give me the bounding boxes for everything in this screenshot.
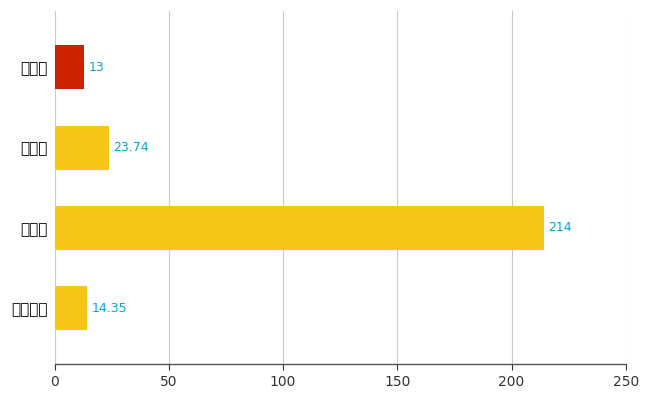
Bar (55, 206, 543, 250)
Bar (55, 286, 87, 330)
Text: 23.74: 23.74 (113, 141, 149, 154)
Text: 14.35: 14.35 (92, 302, 127, 315)
Text: 13: 13 (89, 61, 105, 74)
Bar (55, 126, 109, 170)
Bar (55, 45, 84, 90)
Text: 214: 214 (548, 222, 572, 234)
